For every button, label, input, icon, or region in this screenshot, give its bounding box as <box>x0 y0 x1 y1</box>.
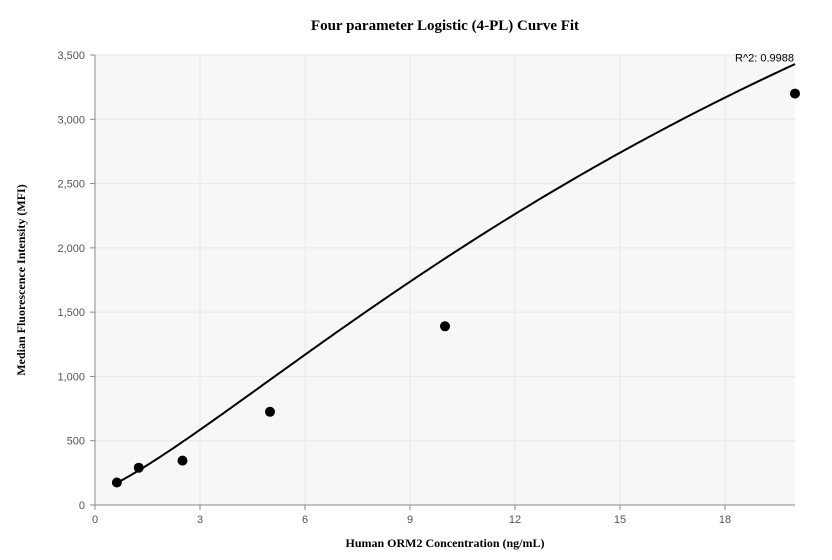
x-tick-label: 6 <box>302 514 308 526</box>
x-tick-label: 9 <box>407 514 413 526</box>
data-point <box>112 478 122 488</box>
data-point <box>178 456 188 466</box>
y-tick-label: 500 <box>67 436 85 448</box>
x-tick-label: 0 <box>92 514 98 526</box>
r-squared-annotation: R^2: 0.9988 <box>735 52 794 64</box>
x-axis-label: Human ORM2 Concentration (ng/mL) <box>346 536 545 550</box>
data-point <box>265 407 275 417</box>
y-tick-label: 3,500 <box>57 50 85 62</box>
x-tick-label: 3 <box>197 514 203 526</box>
x-tick-label: 15 <box>614 514 626 526</box>
chart-title: Four parameter Logistic (4-PL) Curve Fit <box>311 18 579 34</box>
chart-svg: 0 500 1,000 1,500 2,000 2,500 3,000 3,500 0 3 6 9 12… <box>0 0 832 560</box>
y-tick-label: 2,000 <box>57 243 85 255</box>
x-tick-label: 18 <box>719 514 731 526</box>
data-point <box>790 89 800 99</box>
data-point <box>440 321 450 331</box>
x-tick-label: 12 <box>509 514 521 526</box>
y-axis-label: Median Fluorescence Intensity (MFI) <box>14 184 28 375</box>
y-tick-label: 2,500 <box>57 179 85 191</box>
y-tick-label: 3,000 <box>57 114 85 126</box>
y-tick-label: 1,000 <box>57 371 85 383</box>
y-tick-label: 1,500 <box>57 307 85 319</box>
data-point <box>134 463 144 473</box>
y-tick-label: 0 <box>79 500 85 512</box>
chart-container: 0 500 1,000 1,500 2,000 2,500 3,000 3,500 0 3 6 9 12… <box>0 0 832 560</box>
